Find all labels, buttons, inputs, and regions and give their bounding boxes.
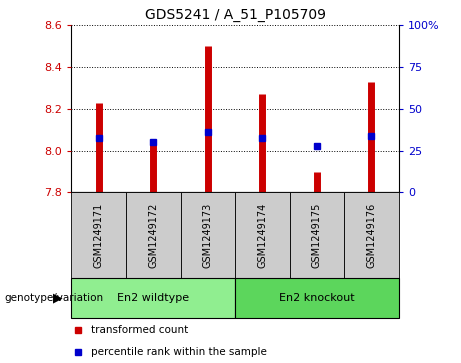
Text: ▶: ▶ <box>53 291 62 304</box>
Bar <box>126 192 181 278</box>
Bar <box>181 192 235 278</box>
Text: GSM1249172: GSM1249172 <box>148 202 158 268</box>
Text: GSM1249173: GSM1249173 <box>203 203 213 268</box>
Bar <box>235 278 399 318</box>
Text: GSM1249174: GSM1249174 <box>257 203 267 268</box>
Text: En2 wildtype: En2 wildtype <box>117 293 189 303</box>
Text: transformed count: transformed count <box>91 325 189 335</box>
Bar <box>71 278 235 318</box>
Text: percentile rank within the sample: percentile rank within the sample <box>91 347 267 357</box>
Title: GDS5241 / A_51_P105709: GDS5241 / A_51_P105709 <box>145 8 325 22</box>
Text: genotype/variation: genotype/variation <box>5 293 104 303</box>
Text: GSM1249175: GSM1249175 <box>312 202 322 268</box>
Text: GSM1249176: GSM1249176 <box>366 203 377 268</box>
Bar <box>344 192 399 278</box>
Bar <box>235 192 290 278</box>
Text: GSM1249171: GSM1249171 <box>94 203 104 268</box>
Bar <box>71 192 126 278</box>
Text: En2 knockout: En2 knockout <box>279 293 355 303</box>
Bar <box>290 192 344 278</box>
